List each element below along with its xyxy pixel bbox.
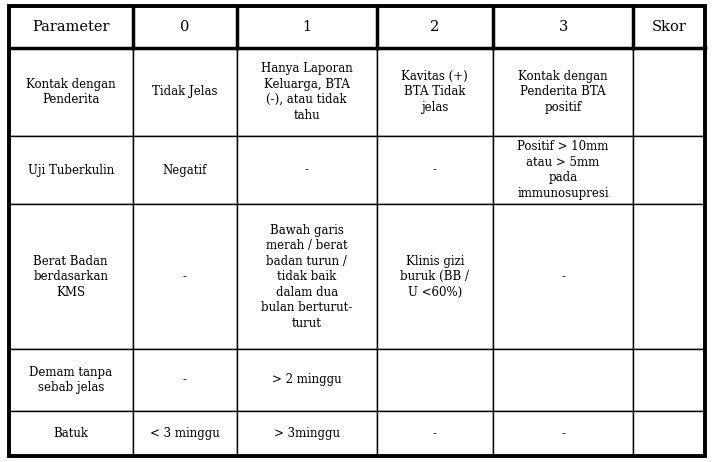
Bar	[493, 411, 633, 456]
Text: Hanya Laporan
Keluarga, BTA
(-), atau tidak
tahu: Hanya Laporan Keluarga, BTA (-), atau ti…	[261, 62, 353, 122]
Bar	[493, 6, 633, 48]
Text: -: -	[561, 427, 565, 440]
Text: Kavitas (+)
BTA Tidak
jelas: Kavitas (+) BTA Tidak jelas	[401, 70, 468, 114]
Bar	[133, 349, 236, 411]
Bar	[236, 205, 377, 349]
Text: 2: 2	[431, 20, 440, 34]
Text: > 3minggu: > 3minggu	[273, 427, 340, 440]
Bar	[9, 411, 133, 456]
Text: Negatif: Negatif	[163, 164, 207, 176]
Bar	[9, 48, 133, 136]
Text: 0: 0	[180, 20, 189, 34]
Text: Uji Tuberkulin: Uji Tuberkulin	[28, 164, 114, 176]
Text: -: -	[305, 164, 308, 176]
Bar	[236, 6, 377, 48]
Text: Kontak dengan
Penderita: Kontak dengan Penderita	[26, 78, 116, 106]
Bar	[133, 48, 236, 136]
Text: -: -	[183, 270, 187, 283]
Bar	[236, 136, 377, 205]
Bar	[9, 205, 133, 349]
Bar	[236, 411, 377, 456]
Bar	[133, 6, 236, 48]
Text: Tidak Jelas: Tidak Jelas	[152, 85, 218, 98]
Bar	[633, 349, 705, 411]
Bar	[236, 48, 377, 136]
Bar	[377, 205, 493, 349]
Bar	[133, 411, 236, 456]
Bar	[377, 136, 493, 205]
Bar	[236, 349, 377, 411]
Text: < 3 minggu: < 3 minggu	[150, 427, 220, 440]
Bar	[633, 6, 705, 48]
Text: 1: 1	[302, 20, 311, 34]
Text: 3: 3	[558, 20, 568, 34]
Bar	[133, 205, 236, 349]
Bar	[633, 411, 705, 456]
Text: -: -	[433, 164, 437, 176]
Bar	[493, 205, 633, 349]
Text: Kontak dengan
Penderita BTA
positif: Kontak dengan Penderita BTA positif	[518, 70, 608, 114]
Bar	[9, 349, 133, 411]
Text: Batuk: Batuk	[54, 427, 89, 440]
Text: Berat Badan
berdasarkan
KMS: Berat Badan berdasarkan KMS	[34, 255, 109, 299]
Bar	[377, 6, 493, 48]
Bar	[493, 136, 633, 205]
Bar	[493, 48, 633, 136]
Bar	[633, 48, 705, 136]
Text: Bawah garis
merah / berat
badan turun /
tidak baik
dalam dua
bulan berturut-
tur: Bawah garis merah / berat badan turun / …	[261, 224, 352, 330]
Text: Klinis gizi
buruk (BB /
U <60%): Klinis gizi buruk (BB / U <60%)	[401, 255, 469, 299]
Bar	[633, 205, 705, 349]
Bar	[9, 6, 133, 48]
Text: > 2 minggu: > 2 minggu	[272, 373, 341, 386]
Bar	[377, 48, 493, 136]
Text: Skor: Skor	[652, 20, 687, 34]
Bar	[377, 349, 493, 411]
Bar	[377, 411, 493, 456]
Text: Positif > 10mm
atau > 5mm
pada
immunosupresi: Positif > 10mm atau > 5mm pada immunosup…	[517, 140, 609, 200]
Text: Parameter: Parameter	[32, 20, 109, 34]
Text: -: -	[433, 427, 437, 440]
Bar	[133, 136, 236, 205]
Bar	[493, 349, 633, 411]
Bar	[9, 136, 133, 205]
Text: -: -	[561, 270, 565, 283]
Bar	[633, 136, 705, 205]
Text: Demam tanpa
sebab jelas: Demam tanpa sebab jelas	[29, 365, 112, 394]
Text: -: -	[183, 373, 187, 386]
